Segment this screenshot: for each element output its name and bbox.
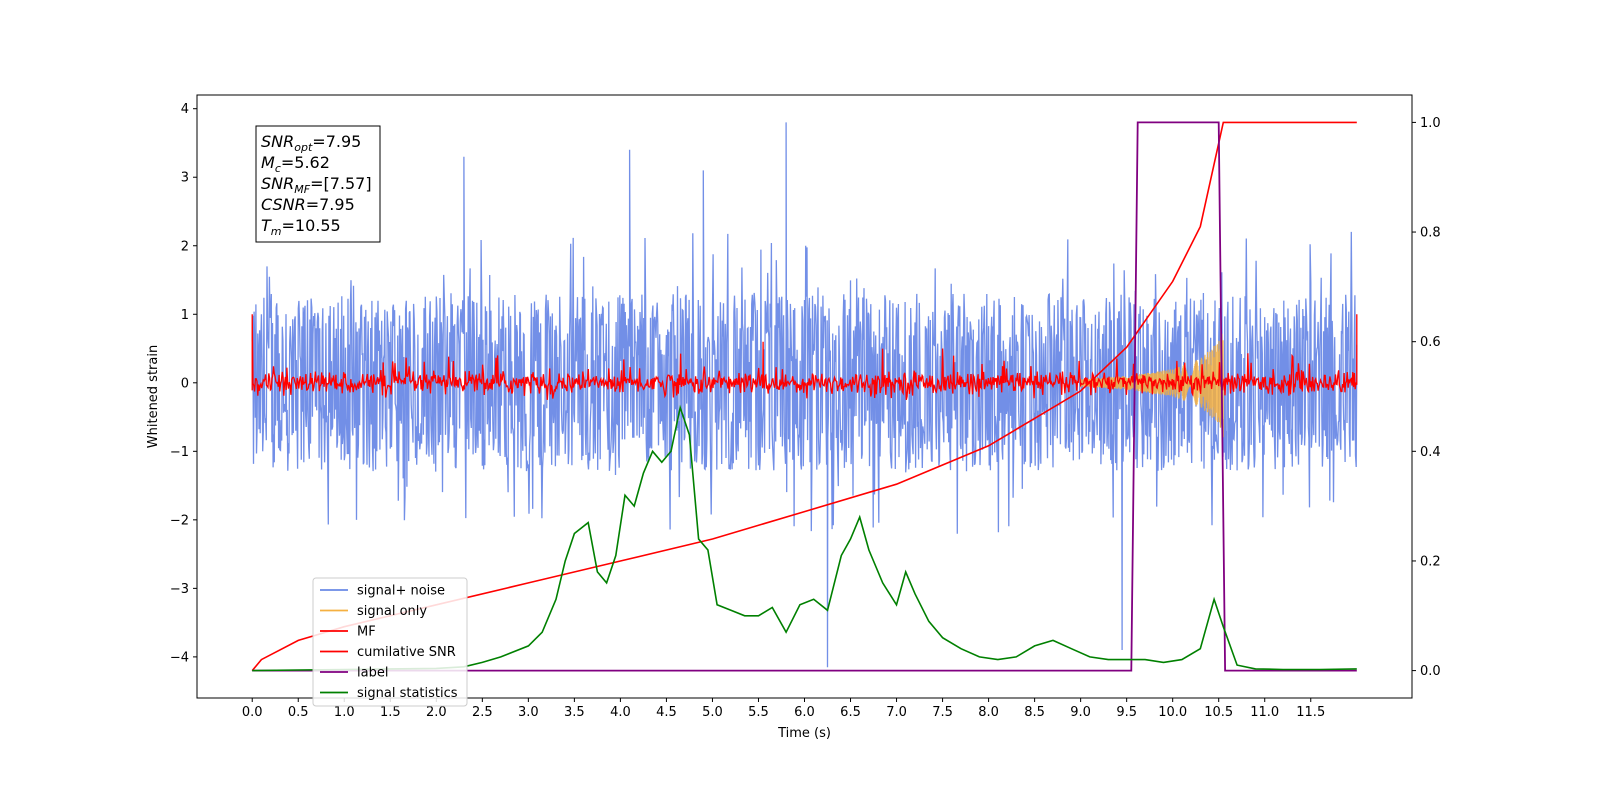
x-tick-label: 9.5 (1116, 705, 1137, 720)
x-tick-label: 8.5 (1024, 705, 1045, 720)
info-symbol: T (261, 216, 272, 235)
legend-label: signal statistics (357, 686, 458, 701)
info-value: =10.55 (282, 216, 341, 235)
y-left-tick-label: −1 (170, 445, 189, 460)
y-right-tick-label: 0.2 (1420, 554, 1441, 569)
info-symbol: SNR (261, 174, 294, 193)
info-box-row: SNRopt=7.95 (261, 132, 361, 154)
x-axis-ticks: 0.0 0.5 1.0 1.5 2.0 2.5 3.0 3.5 4.0 4.5 5.0 5.5 6.0 6… (242, 698, 1325, 720)
x-tick-label: 4.5 (656, 705, 677, 720)
info-subscript: MF (294, 183, 310, 196)
x-tick-label: 0.5 (288, 705, 309, 720)
info-box-row: SNRMF=[7.57] (261, 174, 372, 196)
y-right-tick-label: 1.0 (1420, 116, 1441, 131)
x-tick-label: 7.0 (886, 705, 907, 720)
x-tick-label: 0.0 (242, 705, 263, 720)
y-axis-right-ticks: 1.0 0.8 0.6 0.4 0.2 0.0 (1412, 116, 1441, 679)
y-left-tick-label: −3 (170, 582, 189, 597)
x-tick-label: 11.0 (1250, 705, 1279, 720)
legend-label: signal only (357, 604, 427, 619)
x-axis-label: Time (s) (777, 726, 831, 741)
mf-line (251, 314, 1358, 401)
x-tick-label: 8.0 (978, 705, 999, 720)
info-subscript: c (275, 162, 281, 175)
info-box: SNRopt=7.95Mc=5.62SNRMF=[7.57]CSNR=7.95T… (255, 125, 381, 243)
signal-statistics-line (252, 404, 1357, 672)
info-value: =7.95 (312, 132, 361, 151)
x-tick-label: 3.5 (564, 705, 585, 720)
legend: signal+ noise signal only MF cumilative SNR… (312, 577, 468, 707)
label-line (252, 121, 1357, 672)
y-right-tick-label: 0.8 (1420, 226, 1441, 241)
info-symbol: CSNR (261, 195, 306, 214)
info-value: =[7.57] (310, 174, 372, 193)
x-tick-label: 10.5 (1204, 705, 1233, 720)
info-value: =7.95 (306, 195, 355, 214)
info-box-row: Mc=5.62 (261, 153, 330, 175)
info-symbol: M (261, 153, 275, 172)
x-tick-label: 1.5 (380, 705, 401, 720)
y-right-tick-label: 0.6 (1420, 335, 1441, 350)
y-right-tick-label: 0.4 (1420, 445, 1441, 460)
series-signal-statistics (252, 404, 1357, 672)
y-left-tick-label: −2 (170, 513, 189, 528)
x-tick-label: 5.5 (748, 705, 769, 720)
y-axis-left-ticks: 4 3 2 1 0 −1 −2 −3 −4 (170, 102, 197, 665)
signal-noise-line (251, 122, 1358, 668)
y-left-tick-label: 3 (181, 171, 189, 186)
x-tick-label: 2.5 (472, 705, 493, 720)
legend-label: MF (357, 625, 376, 640)
x-tick-label: 1.0 (334, 705, 355, 720)
series-label (252, 121, 1357, 672)
series-signal-noise (251, 122, 1358, 668)
x-tick-label: 9.0 (1070, 705, 1091, 720)
info-subscript: opt (294, 141, 313, 154)
x-tick-label: 2.0 (426, 705, 447, 720)
x-tick-label: 10.0 (1158, 705, 1187, 720)
y-left-tick-label: −4 (170, 650, 189, 665)
x-tick-label: 6.0 (794, 705, 815, 720)
x-tick-label: 5.0 (702, 705, 723, 720)
y-right-tick-label: 0.0 (1420, 664, 1441, 679)
x-tick-label: 6.5 (840, 705, 861, 720)
y-left-tick-label: 1 (181, 308, 189, 323)
info-subscript: m (271, 225, 282, 238)
info-box-frame (255, 125, 381, 243)
x-tick-label: 4.0 (610, 705, 631, 720)
series-mf (251, 314, 1358, 401)
legend-label: signal+ noise (357, 584, 445, 599)
info-box-row: Tm=10.55 (261, 216, 341, 238)
y-axis-left-label: Whitened strain (146, 345, 161, 448)
legend-label: label (357, 666, 388, 681)
info-symbol: SNR (261, 132, 294, 151)
x-tick-label: 7.5 (932, 705, 953, 720)
y-left-tick-label: 2 (181, 239, 189, 254)
x-tick-label: 3.0 (518, 705, 539, 720)
y-left-tick-label: 0 (181, 376, 189, 391)
x-tick-label: 11.5 (1296, 705, 1325, 720)
legend-label: cumilative SNR (357, 645, 456, 660)
info-value: =5.62 (281, 153, 330, 172)
info-box-row: CSNR=7.95 (261, 195, 355, 214)
legend-frame (312, 577, 468, 707)
y-left-tick-label: 4 (181, 102, 189, 117)
